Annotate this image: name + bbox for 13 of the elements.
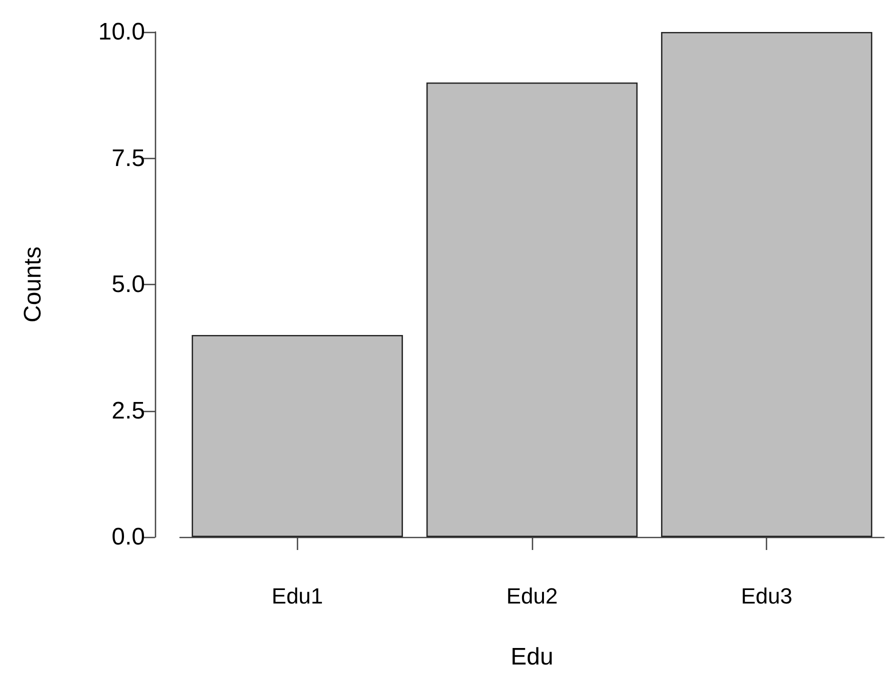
y-tick-label: 5.0 [112,271,145,298]
y-tick-label: 7.5 [112,144,145,172]
x-axis-title: Edu [510,644,554,670]
bar [661,32,872,537]
y-tick-label: 0.0 [112,524,145,550]
x-tick-label: Edu2 [506,584,558,608]
y-axis-title: Counts [20,246,46,323]
bar [426,82,638,537]
y-tick-label: 2.5 [112,397,145,424]
x-tick-label: Edu1 [272,584,324,608]
x-tick-label: Edu3 [740,584,792,608]
y-tick-label: 10.0 [98,18,145,46]
bar [192,335,403,537]
